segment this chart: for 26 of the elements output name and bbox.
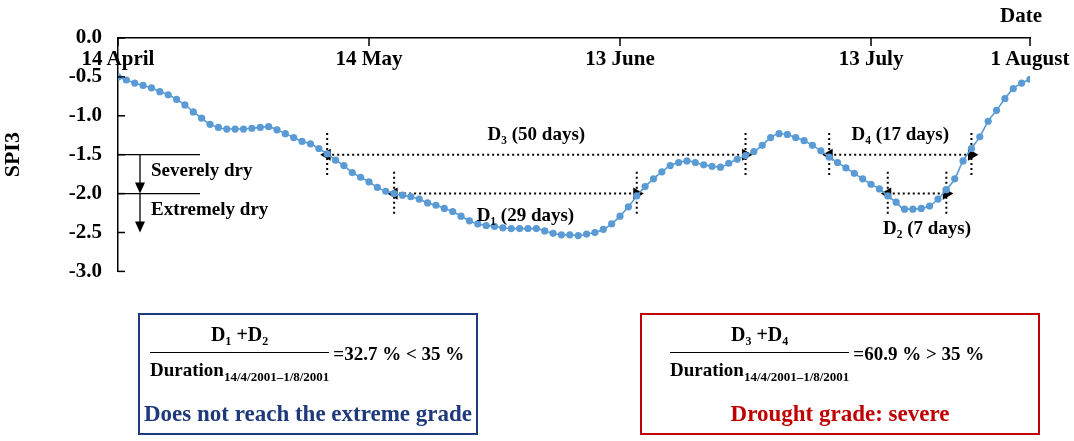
series-label: D₂ (7 days) (883, 217, 972, 240)
y-tick-label: -3.0 (68, 257, 102, 282)
text: =60.9 % > 35 % (853, 342, 985, 365)
y-tick-label: -2.5 (68, 218, 102, 243)
text: D₁ +D₂ (150, 323, 330, 353)
text: =32.7 % < 35 % (333, 342, 465, 365)
ref-line-label: Severely dry (151, 159, 253, 181)
series-label: D₁ (29 days) (476, 203, 575, 226)
text: Duration$_{14/4/2001–1/8/2001}$ (150, 358, 330, 385)
x-tick-label: 13 June (585, 46, 655, 71)
y-axis-title: SPI3 (0, 132, 24, 178)
text: D₃ +D₄ (670, 323, 850, 353)
y-tick-label: 0.0 (75, 24, 102, 49)
x-tick-label: 13 July (838, 46, 904, 71)
x-tick-label: 14 May (335, 46, 404, 71)
series-label: D₃ (50 days) (487, 122, 586, 145)
ref-line-label: Extremely dry (151, 197, 269, 219)
text: Drought grade: severe (729, 401, 951, 427)
x-axis-title: Date (1000, 3, 1042, 28)
text: Does not reach the extreme grade (142, 401, 474, 427)
x-tick-label: 1 August (990, 46, 1070, 71)
series-label: D₄ (17 days) (851, 122, 950, 145)
y-tick-label: -2.0 (68, 180, 102, 205)
text: Duration$_{14/4/2001–1/8/2001}$ (670, 358, 850, 385)
y-tick-label: -1.0 (68, 102, 102, 127)
y-tick-label: -1.5 (68, 141, 102, 166)
